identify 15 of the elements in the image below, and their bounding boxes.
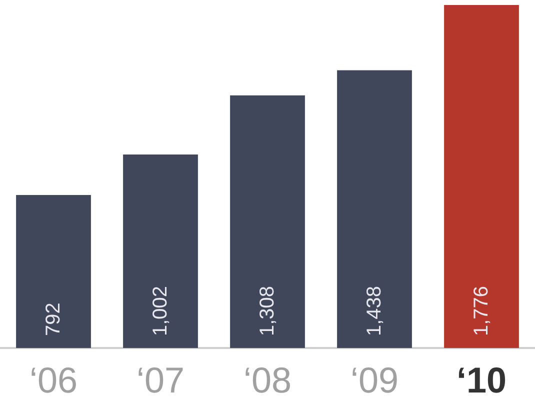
x-tick-label: ‘09 xyxy=(350,360,399,400)
x-tick-label: ‘10 xyxy=(456,360,507,400)
data-label: 1,776 xyxy=(470,286,492,336)
data-label: 792 xyxy=(42,302,64,336)
data-label: 1,308 xyxy=(256,286,278,336)
bar xyxy=(444,5,519,348)
bar xyxy=(337,70,412,348)
bar xyxy=(230,95,305,348)
x-tick-label: ‘08 xyxy=(243,360,292,400)
data-label: 1,002 xyxy=(150,286,172,336)
data-label: 1,438 xyxy=(364,286,386,336)
x-tick-label: ‘07 xyxy=(136,360,185,400)
bar xyxy=(16,195,91,348)
bar xyxy=(123,154,198,348)
x-tick-label: ‘06 xyxy=(29,360,78,400)
